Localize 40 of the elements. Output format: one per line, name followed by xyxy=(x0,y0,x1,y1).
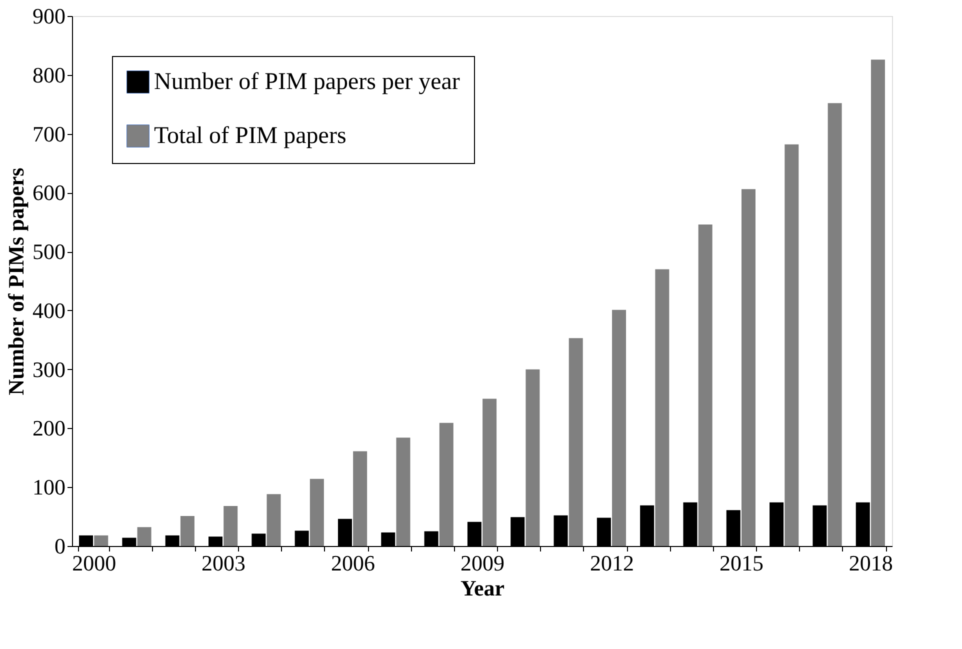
bar xyxy=(439,422,454,546)
legend-label: Total of PIM papers xyxy=(154,123,346,149)
bar xyxy=(224,506,238,546)
x-tick-label: 2012 xyxy=(590,550,634,576)
bar xyxy=(94,535,108,546)
y-tick-label: 500 xyxy=(32,239,66,264)
bar xyxy=(698,224,712,546)
bar xyxy=(396,438,410,546)
x-tick-label: 2006 xyxy=(331,550,376,576)
x-tick-label: 2018 xyxy=(848,550,893,576)
x-axis-title: Year xyxy=(460,576,505,600)
x-tick-label: 2009 xyxy=(460,550,504,576)
bar xyxy=(137,527,152,546)
bar xyxy=(568,338,583,546)
bar xyxy=(482,398,497,546)
bar xyxy=(870,60,885,546)
y-tick-label: 600 xyxy=(32,180,66,206)
y-tick-label: 100 xyxy=(32,474,66,500)
x-tick-label: 2015 xyxy=(719,550,764,576)
y-tick-label: 800 xyxy=(32,62,66,88)
y-tick-label: 700 xyxy=(32,121,66,146)
x-tick-label: 2003 xyxy=(202,550,246,576)
legend-label: Number of PIM papers per year xyxy=(154,69,460,95)
bar xyxy=(655,269,670,546)
y-axis-title: Number of PIMs papers xyxy=(4,167,28,396)
bar xyxy=(266,494,281,546)
bar xyxy=(180,516,194,546)
x-tick-label: 2000 xyxy=(72,550,116,576)
y-tick-label: 200 xyxy=(32,416,66,441)
bar xyxy=(353,451,368,546)
bar xyxy=(742,189,756,546)
bar xyxy=(828,103,842,546)
bar xyxy=(612,310,626,546)
y-tick-label: 400 xyxy=(32,298,66,323)
bar xyxy=(526,369,540,546)
bar xyxy=(784,144,799,546)
y-tick-label: 300 xyxy=(32,356,66,382)
bar xyxy=(310,478,324,546)
y-tick-label: 0 xyxy=(54,534,66,558)
y-tick-label: 900 xyxy=(32,4,66,28)
